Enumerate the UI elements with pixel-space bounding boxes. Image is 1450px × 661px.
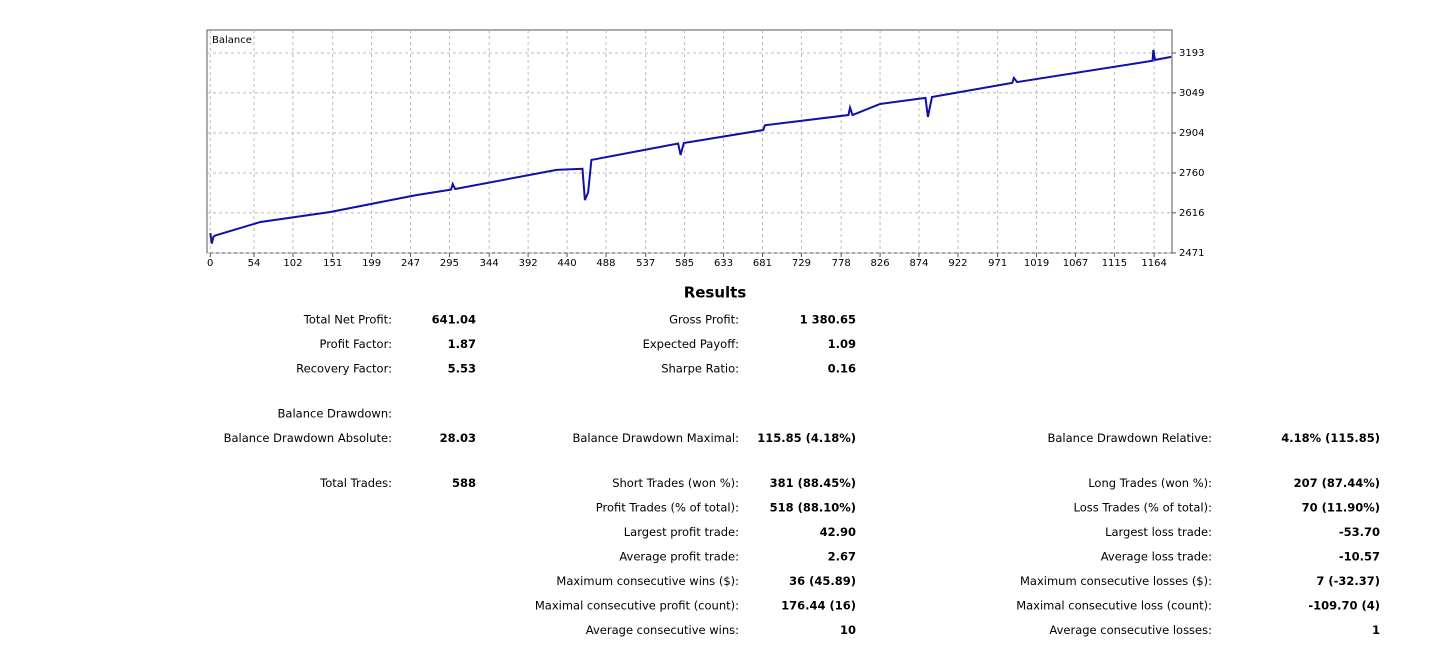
result-label: Short Trades (won %):: [612, 476, 739, 490]
x-tick-label: 585: [675, 258, 694, 269]
result-label: Sharpe Ratio:: [661, 362, 739, 376]
result-label: Gross Profit:: [669, 313, 739, 327]
y-tick-label: 3049: [1179, 88, 1204, 99]
x-tick-label: 54: [248, 258, 261, 269]
x-tick-label: 344: [480, 258, 499, 269]
result-label: Profit Trades (% of total):: [596, 501, 739, 515]
x-tick-label: 971: [988, 258, 1007, 269]
result-label: Total Trades:: [319, 476, 392, 490]
result-label: Total Net Profit:: [303, 313, 392, 327]
result-value: 641.04: [432, 313, 476, 327]
result-label: Expected Payoff:: [643, 337, 739, 351]
x-tick-label: 633: [714, 258, 733, 269]
result-value: 70 (11.90%): [1302, 501, 1380, 515]
x-tick-label: 1067: [1063, 258, 1088, 269]
x-tick-label: 826: [871, 258, 890, 269]
result-value: 115.85 (4.18%): [757, 431, 856, 445]
result-label: Maximal consecutive profit (count):: [535, 599, 739, 613]
result-value: 4.18% (115.85): [1281, 431, 1380, 445]
result-value: 0.16: [828, 362, 856, 376]
result-value: 42.90: [820, 525, 856, 539]
result-value: 28.03: [440, 431, 476, 445]
result-label: Average profit trade:: [619, 550, 739, 564]
result-label: Balance Drawdown Maximal:: [572, 431, 739, 445]
result-value: 381 (88.45%): [770, 476, 856, 490]
result-value: 518 (88.10%): [770, 501, 856, 515]
result-value: 1.87: [448, 337, 476, 351]
result-label: Recovery Factor:: [296, 362, 392, 376]
result-value: 7 (-32.37): [1316, 574, 1380, 588]
x-tick-label: 440: [558, 258, 577, 269]
result-value: 588: [452, 476, 476, 490]
y-tick-label: 2471: [1179, 248, 1204, 259]
x-tick-label: 1115: [1102, 258, 1127, 269]
result-label: Balance Drawdown Absolute:: [224, 431, 392, 445]
result-value: 1.09: [828, 337, 856, 351]
x-tick-label: 247: [401, 258, 420, 269]
result-value: -53.70: [1339, 525, 1380, 539]
balance-line: [209, 49, 1172, 244]
result-value: -10.57: [1339, 550, 1380, 564]
y-tick-label: 3193: [1179, 48, 1204, 59]
result-value: 2.67: [828, 550, 856, 564]
result-label: Balance Drawdown:: [278, 407, 392, 421]
x-tick-label: 199: [362, 258, 381, 269]
result-value: 207 (87.44%): [1294, 476, 1380, 490]
result-value: -109.70 (4): [1308, 599, 1380, 613]
x-tick-label: 874: [909, 258, 928, 269]
result-label: Long Trades (won %):: [1088, 476, 1212, 490]
x-tick-label: 1164: [1141, 258, 1166, 269]
results-title: Results: [684, 284, 747, 302]
x-tick-label: 729: [792, 258, 811, 269]
x-tick-label: 537: [636, 258, 655, 269]
result-label: Maximum consecutive wins ($):: [556, 574, 739, 588]
result-label: Profit Factor:: [319, 337, 392, 351]
result-label: Average consecutive wins:: [586, 623, 739, 637]
result-value: 5.53: [448, 362, 476, 376]
result-label: Largest loss trade:: [1105, 525, 1212, 539]
y-tick-label: 2760: [1179, 168, 1204, 179]
result-label: Maximum consecutive losses ($):: [1020, 574, 1212, 588]
x-tick-label: 922: [948, 258, 967, 269]
x-tick-label: 151: [323, 258, 342, 269]
y-tick-label: 2904: [1179, 128, 1204, 139]
x-tick-label: 1019: [1024, 258, 1049, 269]
result-label: Loss Trades (% of total):: [1074, 501, 1212, 515]
x-tick-label: 0: [207, 258, 213, 269]
result-value: 1: [1372, 623, 1380, 637]
series-label: Balance: [212, 35, 252, 46]
result-label: Average loss trade:: [1101, 550, 1212, 564]
x-tick-label: 488: [596, 258, 615, 269]
x-tick-label: 295: [440, 258, 459, 269]
x-tick-label: 778: [832, 258, 851, 269]
x-tick-label: 392: [519, 258, 538, 269]
result-value: 176.44 (16): [781, 599, 856, 613]
result-label: Maximal consecutive loss (count):: [1016, 599, 1212, 613]
result-value: 1 380.65: [800, 313, 856, 327]
result-value: 10: [840, 623, 856, 637]
result-label: Average consecutive losses:: [1049, 623, 1212, 637]
x-tick-label: 102: [283, 258, 302, 269]
result-label: Balance Drawdown Relative:: [1048, 431, 1213, 445]
result-label: Largest profit trade:: [624, 525, 739, 539]
x-tick-label: 681: [753, 258, 772, 269]
result-value: 36 (45.89): [789, 574, 856, 588]
y-tick-label: 2616: [1179, 208, 1204, 219]
